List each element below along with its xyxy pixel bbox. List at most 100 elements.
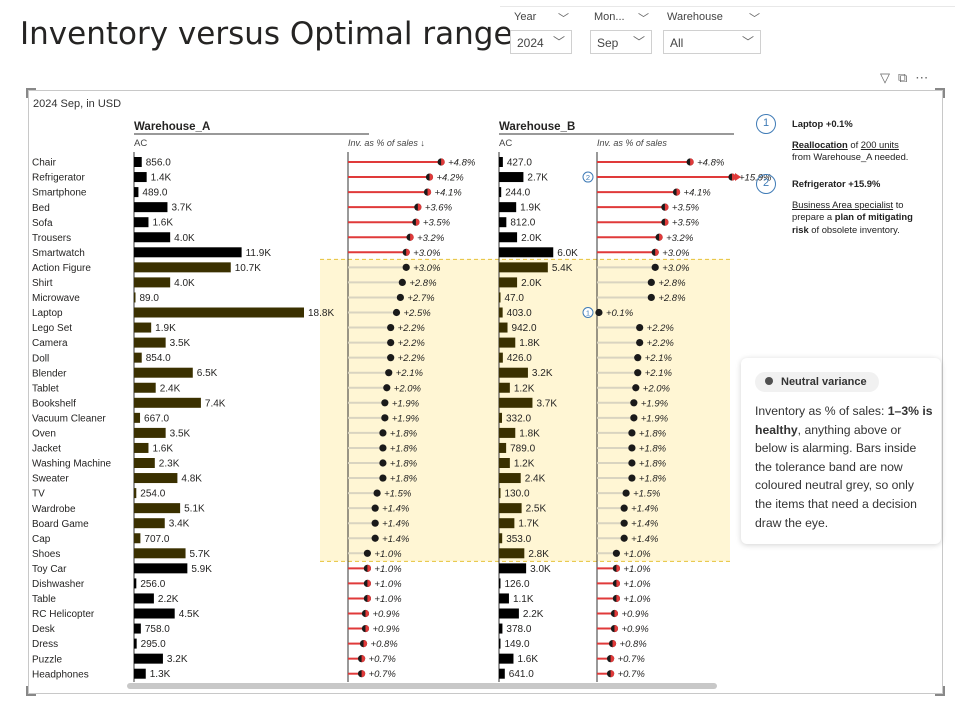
variance-dot [373,489,381,497]
note-laptop-units-link[interactable]: 200 units [860,138,899,150]
ac-bar [134,518,165,529]
ac-bar [499,172,524,183]
variance-value-label: +0.9% [372,609,400,620]
ac-value-label: 2.3K [159,459,180,470]
variance-dot [396,293,404,302]
variance-dot [383,384,391,392]
ac-bar [134,262,231,273]
resize-handle[interactable] [935,686,945,696]
horizontal-scrollbar[interactable] [127,683,717,689]
variance-value-label: +1.0% [374,579,402,590]
pct-header: Inv. as % of sales [597,138,667,148]
pct-header: Inv. as % of sales ↓ [348,138,425,148]
ac-value-label: 130.0 [505,489,530,500]
variance-value-label: +0.7% [618,654,646,665]
ac-value-label: 5.7K [190,549,211,560]
variance-value-label: +2.0% [394,383,422,394]
chevron-down-icon[interactable]: ﹀ [558,13,569,25]
variance-dot-accent [614,624,619,633]
ac-value-label: 3.5K [170,428,191,439]
category-label: TV [32,489,45,500]
slicer-year-label: Year [514,11,537,23]
variance-dot [379,444,387,452]
variance-dot-accent [690,158,694,166]
resize-handle[interactable] [26,686,36,696]
ac-value-label: 4.0K [174,233,195,244]
variance-value-label: +1.0% [374,594,402,605]
category-label: Dress [32,639,58,650]
variance-value-label: +1.5% [384,489,412,500]
ac-bar [134,157,142,167]
category-label: Camera [32,338,68,349]
ac-bar [499,247,554,258]
ac-bar [134,488,137,499]
ac-bar [134,563,188,574]
resize-handle[interactable] [26,88,36,98]
ac-bar [134,352,142,363]
variance-value-label: +1.9% [641,413,669,424]
chevron-down-icon[interactable]: ﹀ [749,13,760,25]
ac-value-label: 126.0 [505,579,530,590]
slicer-year-value: 2024 [517,36,544,50]
variance-value-label: +0.7% [369,669,397,680]
ac-bar [499,367,528,378]
note-refrigerator-link[interactable]: Business Area specialist [792,198,894,210]
category-label: Blender [32,368,67,379]
ac-value-label: 2.5K [526,504,547,515]
ac-value-label: 489.0 [142,188,167,199]
slicer-month[interactable]: Mon... ﹀ Sep ﹀ [590,8,652,56]
variance-value-label: +0.9% [372,624,400,635]
ac-bar [134,202,168,213]
variance-dot-accent [664,203,669,211]
ac-bar [134,307,304,318]
ac-bar [134,593,154,604]
ac-bar [499,217,507,228]
ac-bar [134,668,146,679]
variance-dot [636,323,644,332]
ac-value-label: 426.0 [507,353,532,364]
slicer-warehouse[interactable]: Warehouse ﹀ All ﹀ [663,8,761,56]
visual-container [28,90,943,694]
ac-value-label: 641.0 [509,669,534,680]
variance-value-label: +1.4% [382,534,410,545]
variance-value-label: +4.1% [684,188,712,199]
variance-value-label: +0.8% [620,639,648,650]
category-label: Bookshelf [32,398,76,409]
variance-value-label: +3.0% [413,248,441,259]
annotation-marker-label: 1 [586,309,590,318]
note-laptop-link[interactable]: Reallocation [792,138,848,150]
variance-value-label: +1.4% [382,504,410,515]
ac-bar [134,187,139,198]
ac-value-label: 6.5K [197,368,218,379]
slicer-year[interactable]: Year ﹀ 2024 ﹀ [510,8,572,56]
slicer-month-dropdown[interactable]: Sep ﹀ [590,30,652,54]
variance-value-label: +2.1% [645,368,673,379]
variance-dot-accent [427,188,432,196]
slicer-warehouse-dropdown[interactable]: All ﹀ [663,30,761,54]
ac-value-label: 1.6K [152,218,173,229]
variance-value-label: +1.4% [631,534,659,545]
variance-value-label: +1.4% [382,519,410,530]
ac-bar [499,307,503,318]
ac-value-label: 1.8K [519,428,540,439]
legend-bold: 1–3% is healthy [755,404,933,437]
variance-dot-accent [367,564,371,572]
more-options-icon[interactable]: ⋯ [915,70,929,85]
ac-bar [134,247,242,258]
focus-mode-icon[interactable]: ⧉ [898,70,908,85]
category-label: Sweater [32,474,69,485]
chevron-down-icon: ﹀ [553,35,566,49]
ac-value-label: 332.0 [506,413,531,424]
variance-dot [379,474,387,482]
variance-dot [636,339,644,347]
chevron-down-icon[interactable]: ﹀ [638,13,649,25]
slicer-year-dropdown[interactable]: 2024 ﹀ [510,30,572,54]
overflow-arrow-icon [735,173,741,182]
category-label: Oven [32,429,56,440]
ac-value-label: 789.0 [510,443,535,454]
resize-handle[interactable] [935,88,945,98]
variance-dot [628,459,636,467]
ac-bar [499,442,507,453]
ac-value-label: 667.0 [144,413,169,424]
filter-icon[interactable]: ▽ [880,70,890,85]
